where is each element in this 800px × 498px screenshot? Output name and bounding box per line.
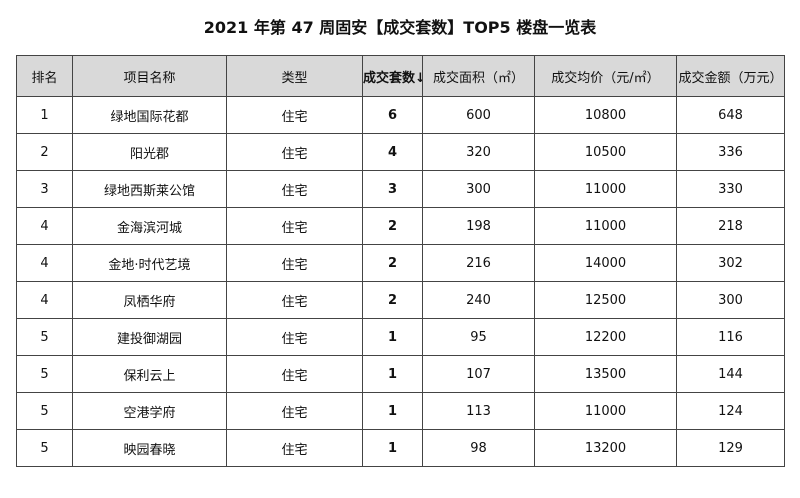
cell-area: 240: [422, 281, 535, 319]
cell-area: 113: [422, 392, 535, 430]
cell-area: 198: [422, 207, 535, 245]
cell-units-sold: 2: [362, 244, 423, 282]
table-row: 4 金地·时代艺境 住宅 2 216 14000 302: [16, 244, 785, 282]
cell-avg-price: 13200: [534, 429, 677, 467]
table-header-row: 排名 项目名称 类型 成交套数↓ 成交面积（㎡） 成交均价（元/㎡） 成交金额（…: [16, 55, 785, 97]
cell-type: 住宅: [226, 244, 363, 282]
cell-type: 住宅: [226, 392, 363, 430]
ranking-table: 排名 项目名称 类型 成交套数↓ 成交面积（㎡） 成交均价（元/㎡） 成交金额（…: [16, 55, 785, 467]
cell-amount: 330: [676, 170, 785, 208]
cell-amount: 336: [676, 133, 785, 171]
cell-rank: 1: [16, 96, 73, 134]
cell-type: 住宅: [226, 355, 363, 393]
table-row: 3 绿地西斯莱公馆 住宅 3 300 11000 330: [16, 170, 785, 208]
cell-project-name: 绿地西斯莱公馆: [72, 170, 227, 208]
cell-rank: 3: [16, 170, 73, 208]
cell-type: 住宅: [226, 429, 363, 467]
cell-units-sold: 2: [362, 281, 423, 319]
cell-rank: 4: [16, 281, 73, 319]
cell-project-name: 阳光郡: [72, 133, 227, 171]
cell-area: 95: [422, 318, 535, 356]
cell-project-name: 金海滨河城: [72, 207, 227, 245]
header-type[interactable]: 类型: [226, 55, 363, 97]
cell-units-sold: 6: [362, 96, 423, 134]
cell-area: 216: [422, 244, 535, 282]
table-row: 4 凤栖华府 住宅 2 240 12500 300: [16, 281, 785, 319]
cell-rank: 5: [16, 318, 73, 356]
header-area[interactable]: 成交面积（㎡）: [422, 55, 535, 97]
cell-rank: 2: [16, 133, 73, 171]
cell-units-sold: 1: [362, 392, 423, 430]
cell-amount: 648: [676, 96, 785, 134]
table-row: 1 绿地国际花都 住宅 6 600 10800 648: [16, 96, 785, 134]
cell-units-sold: 2: [362, 207, 423, 245]
cell-type: 住宅: [226, 133, 363, 171]
cell-type: 住宅: [226, 96, 363, 134]
cell-avg-price: 14000: [534, 244, 677, 282]
cell-avg-price: 11000: [534, 207, 677, 245]
cell-units-sold: 3: [362, 170, 423, 208]
cell-project-name: 绿地国际花都: [72, 96, 227, 134]
table-row: 2 阳光郡 住宅 4 320 10500 336: [16, 133, 785, 171]
cell-project-name: 建投御湖园: [72, 318, 227, 356]
cell-rank: 4: [16, 244, 73, 282]
cell-type: 住宅: [226, 318, 363, 356]
cell-amount: 300: [676, 281, 785, 319]
cell-area: 98: [422, 429, 535, 467]
header-avg-price[interactable]: 成交均价（元/㎡）: [534, 55, 677, 97]
cell-amount: 129: [676, 429, 785, 467]
cell-avg-price: 10800: [534, 96, 677, 134]
table-row: 5 保利云上 住宅 1 107 13500 144: [16, 355, 785, 393]
cell-type: 住宅: [226, 207, 363, 245]
cell-rank: 5: [16, 392, 73, 430]
cell-rank: 5: [16, 429, 73, 467]
cell-area: 107: [422, 355, 535, 393]
cell-avg-price: 13500: [534, 355, 677, 393]
cell-amount: 144: [676, 355, 785, 393]
cell-area: 320: [422, 133, 535, 171]
cell-project-name: 凤栖华府: [72, 281, 227, 319]
cell-avg-price: 11000: [534, 392, 677, 430]
cell-avg-price: 11000: [534, 170, 677, 208]
header-units-sold[interactable]: 成交套数↓: [362, 55, 423, 97]
cell-units-sold: 1: [362, 429, 423, 467]
cell-amount: 124: [676, 392, 785, 430]
cell-units-sold: 4: [362, 133, 423, 171]
cell-area: 600: [422, 96, 535, 134]
cell-units-sold: 1: [362, 355, 423, 393]
cell-rank: 5: [16, 355, 73, 393]
header-rank[interactable]: 排名: [16, 55, 73, 97]
cell-area: 300: [422, 170, 535, 208]
page-title: 2021 年第 47 周固安【成交套数】TOP5 楼盘一览表: [203, 18, 597, 37]
table-row: 5 映园春晓 住宅 1 98 13200 129: [16, 429, 785, 467]
header-amount[interactable]: 成交金额（万元）: [676, 55, 785, 97]
table-row: 4 金海滨河城 住宅 2 198 11000 218: [16, 207, 785, 245]
cell-avg-price: 10500: [534, 133, 677, 171]
table-row: 5 建投御湖园 住宅 1 95 12200 116: [16, 318, 785, 356]
cell-avg-price: 12500: [534, 281, 677, 319]
cell-rank: 4: [16, 207, 73, 245]
cell-units-sold: 1: [362, 318, 423, 356]
cell-amount: 218: [676, 207, 785, 245]
cell-project-name: 保利云上: [72, 355, 227, 393]
cell-project-name: 金地·时代艺境: [72, 244, 227, 282]
cell-type: 住宅: [226, 170, 363, 208]
cell-project-name: 映园春晓: [72, 429, 227, 467]
cell-project-name: 空港学府: [72, 392, 227, 430]
header-project-name[interactable]: 项目名称: [72, 55, 227, 97]
cell-type: 住宅: [226, 281, 363, 319]
cell-avg-price: 12200: [534, 318, 677, 356]
cell-amount: 302: [676, 244, 785, 282]
table-row: 5 空港学府 住宅 1 113 11000 124: [16, 392, 785, 430]
cell-amount: 116: [676, 318, 785, 356]
